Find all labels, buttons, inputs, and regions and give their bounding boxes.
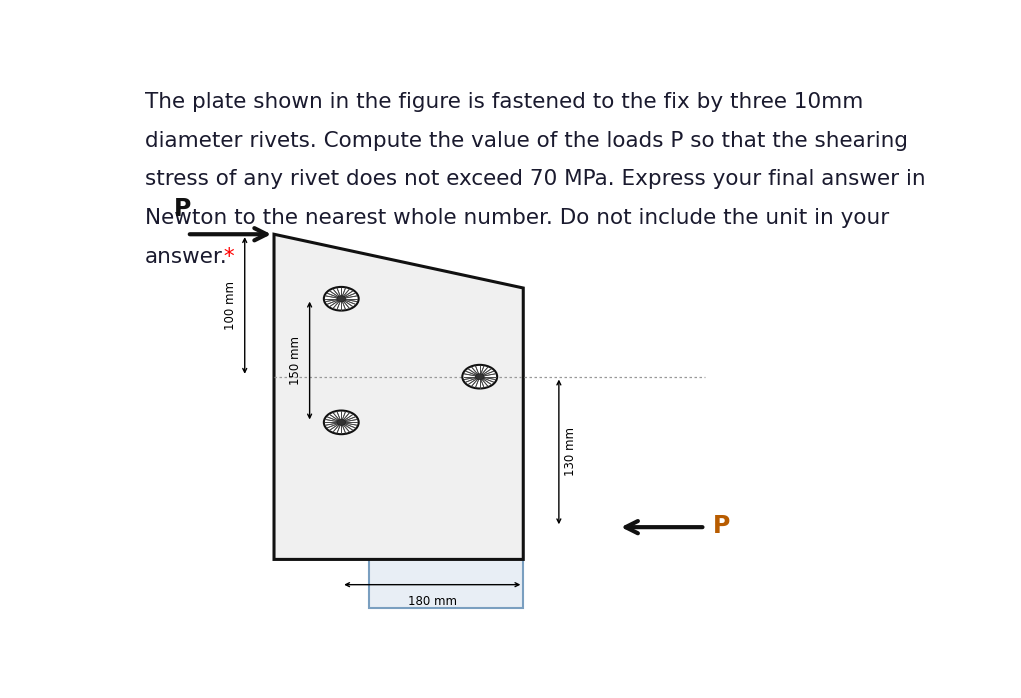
- Text: P: P: [174, 197, 191, 221]
- Text: The plate shown in the figure is fastened to the fix by three 10mm: The plate shown in the figure is fastene…: [145, 92, 864, 112]
- Circle shape: [324, 410, 358, 434]
- Circle shape: [463, 365, 497, 389]
- Text: answer.: answer.: [145, 246, 228, 267]
- Polygon shape: [274, 235, 523, 559]
- Circle shape: [324, 287, 358, 311]
- Text: P: P: [713, 514, 731, 538]
- Text: diameter rivets. Compute the value of the loads P so that the shearing: diameter rivets. Compute the value of th…: [145, 131, 908, 151]
- Text: *: *: [217, 246, 235, 267]
- Text: 100 mm: 100 mm: [224, 281, 237, 330]
- Circle shape: [337, 419, 346, 425]
- Text: Newton to the nearest whole number. Do not include the unit in your: Newton to the nearest whole number. Do n…: [145, 208, 889, 228]
- Text: 150 mm: 150 mm: [289, 336, 302, 385]
- Circle shape: [337, 296, 346, 302]
- Bar: [369, 358, 523, 608]
- Text: 180 mm: 180 mm: [407, 595, 456, 609]
- Text: stress of any rivet does not exceed 70 MPa. Express your final answer in: stress of any rivet does not exceed 70 M…: [145, 169, 926, 189]
- Circle shape: [476, 373, 484, 380]
- Text: 130 mm: 130 mm: [565, 427, 578, 477]
